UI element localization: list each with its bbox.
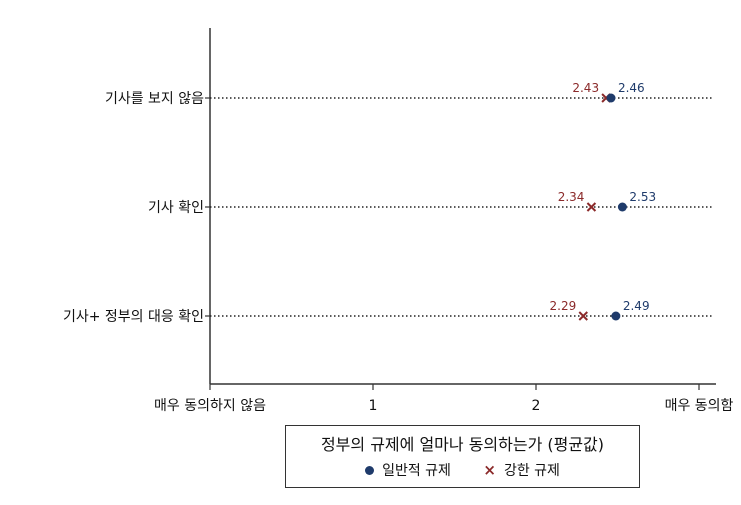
x-ticks: 매우 동의하지 않음 1 2 매우 동의함 bbox=[154, 384, 734, 414]
general-regulation-label: 2.46 bbox=[618, 81, 645, 95]
category-label: 기사 확인 bbox=[148, 200, 204, 216]
general-regulation-point bbox=[611, 311, 621, 321]
category-label: 기사를 보지 않음 bbox=[105, 91, 204, 107]
general-regulation-label: 2.49 bbox=[623, 299, 650, 313]
legend-label-general: 일반적 규제 bbox=[382, 463, 451, 479]
x-tick-label: 매우 동의함 bbox=[665, 398, 734, 414]
legend-item-general: 일반적 규제 bbox=[365, 460, 451, 480]
general-regulation-point bbox=[617, 202, 627, 212]
strong-regulation-label: 2.34 bbox=[558, 190, 585, 204]
circle-marker-icon bbox=[365, 465, 375, 475]
legend-items: 일반적 규제 × 강한 규제 bbox=[286, 460, 639, 480]
strong-regulation-point bbox=[578, 311, 588, 321]
strong-regulation-label: 2.29 bbox=[550, 299, 577, 313]
x-tick-label: 2 bbox=[532, 398, 541, 414]
legend-label-strong: 강한 규제 bbox=[503, 463, 560, 479]
category-label: 기사+ 정부의 대응 확인 bbox=[63, 309, 204, 325]
general-regulation-label: 2.53 bbox=[629, 190, 656, 204]
data-marks: 2.43 2.46 2.34 2.53 2.29 2.49 bbox=[550, 81, 656, 321]
legend: 정부의 규제에 얼마나 동의하는가 (평균값) 일반적 규제 × 강한 규제 bbox=[285, 425, 640, 488]
strong-regulation-point bbox=[586, 202, 597, 212]
legend-title: 정부의 규제에 얼마나 동의하는가 (평균값) bbox=[320, 435, 605, 454]
general-regulation-point bbox=[606, 93, 616, 103]
legend-item-strong: × 강한 규제 bbox=[483, 460, 560, 480]
strong-regulation-label: 2.43 bbox=[572, 81, 599, 95]
x-marker-icon: × bbox=[483, 460, 496, 479]
x-tick-label: 매우 동의하지 않음 bbox=[154, 398, 266, 414]
grid bbox=[210, 97, 714, 317]
axes bbox=[205, 28, 716, 385]
x-tick-label: 1 bbox=[369, 398, 378, 414]
